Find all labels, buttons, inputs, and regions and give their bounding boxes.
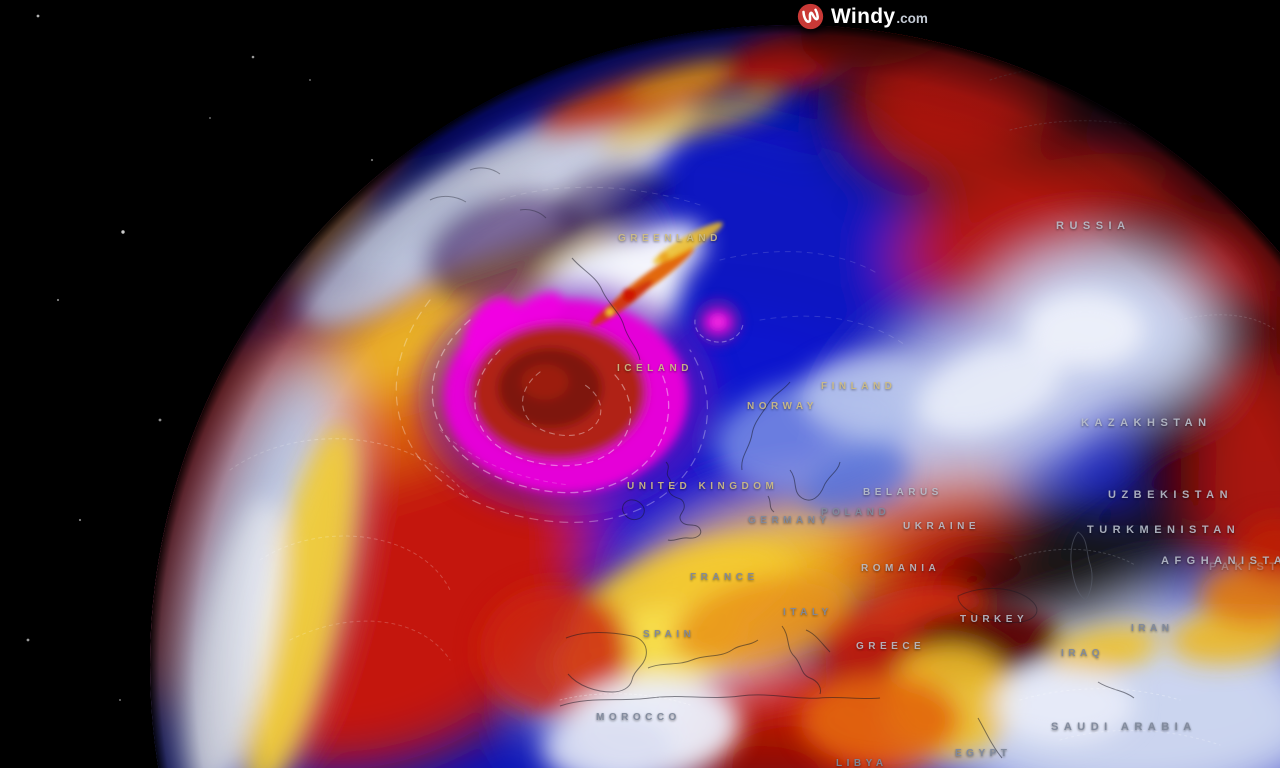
stars [26, 14, 374, 701]
windy-wordmark: Windy .com [831, 5, 928, 29]
windy-swirl-icon [797, 3, 824, 30]
anomaly-field [150, 25, 1280, 768]
brand-tld: .com [896, 10, 928, 26]
windy-logo[interactable]: Windy .com [797, 3, 928, 30]
brand-name: Windy [831, 4, 896, 28]
globe-limb-shading [150, 25, 1280, 768]
